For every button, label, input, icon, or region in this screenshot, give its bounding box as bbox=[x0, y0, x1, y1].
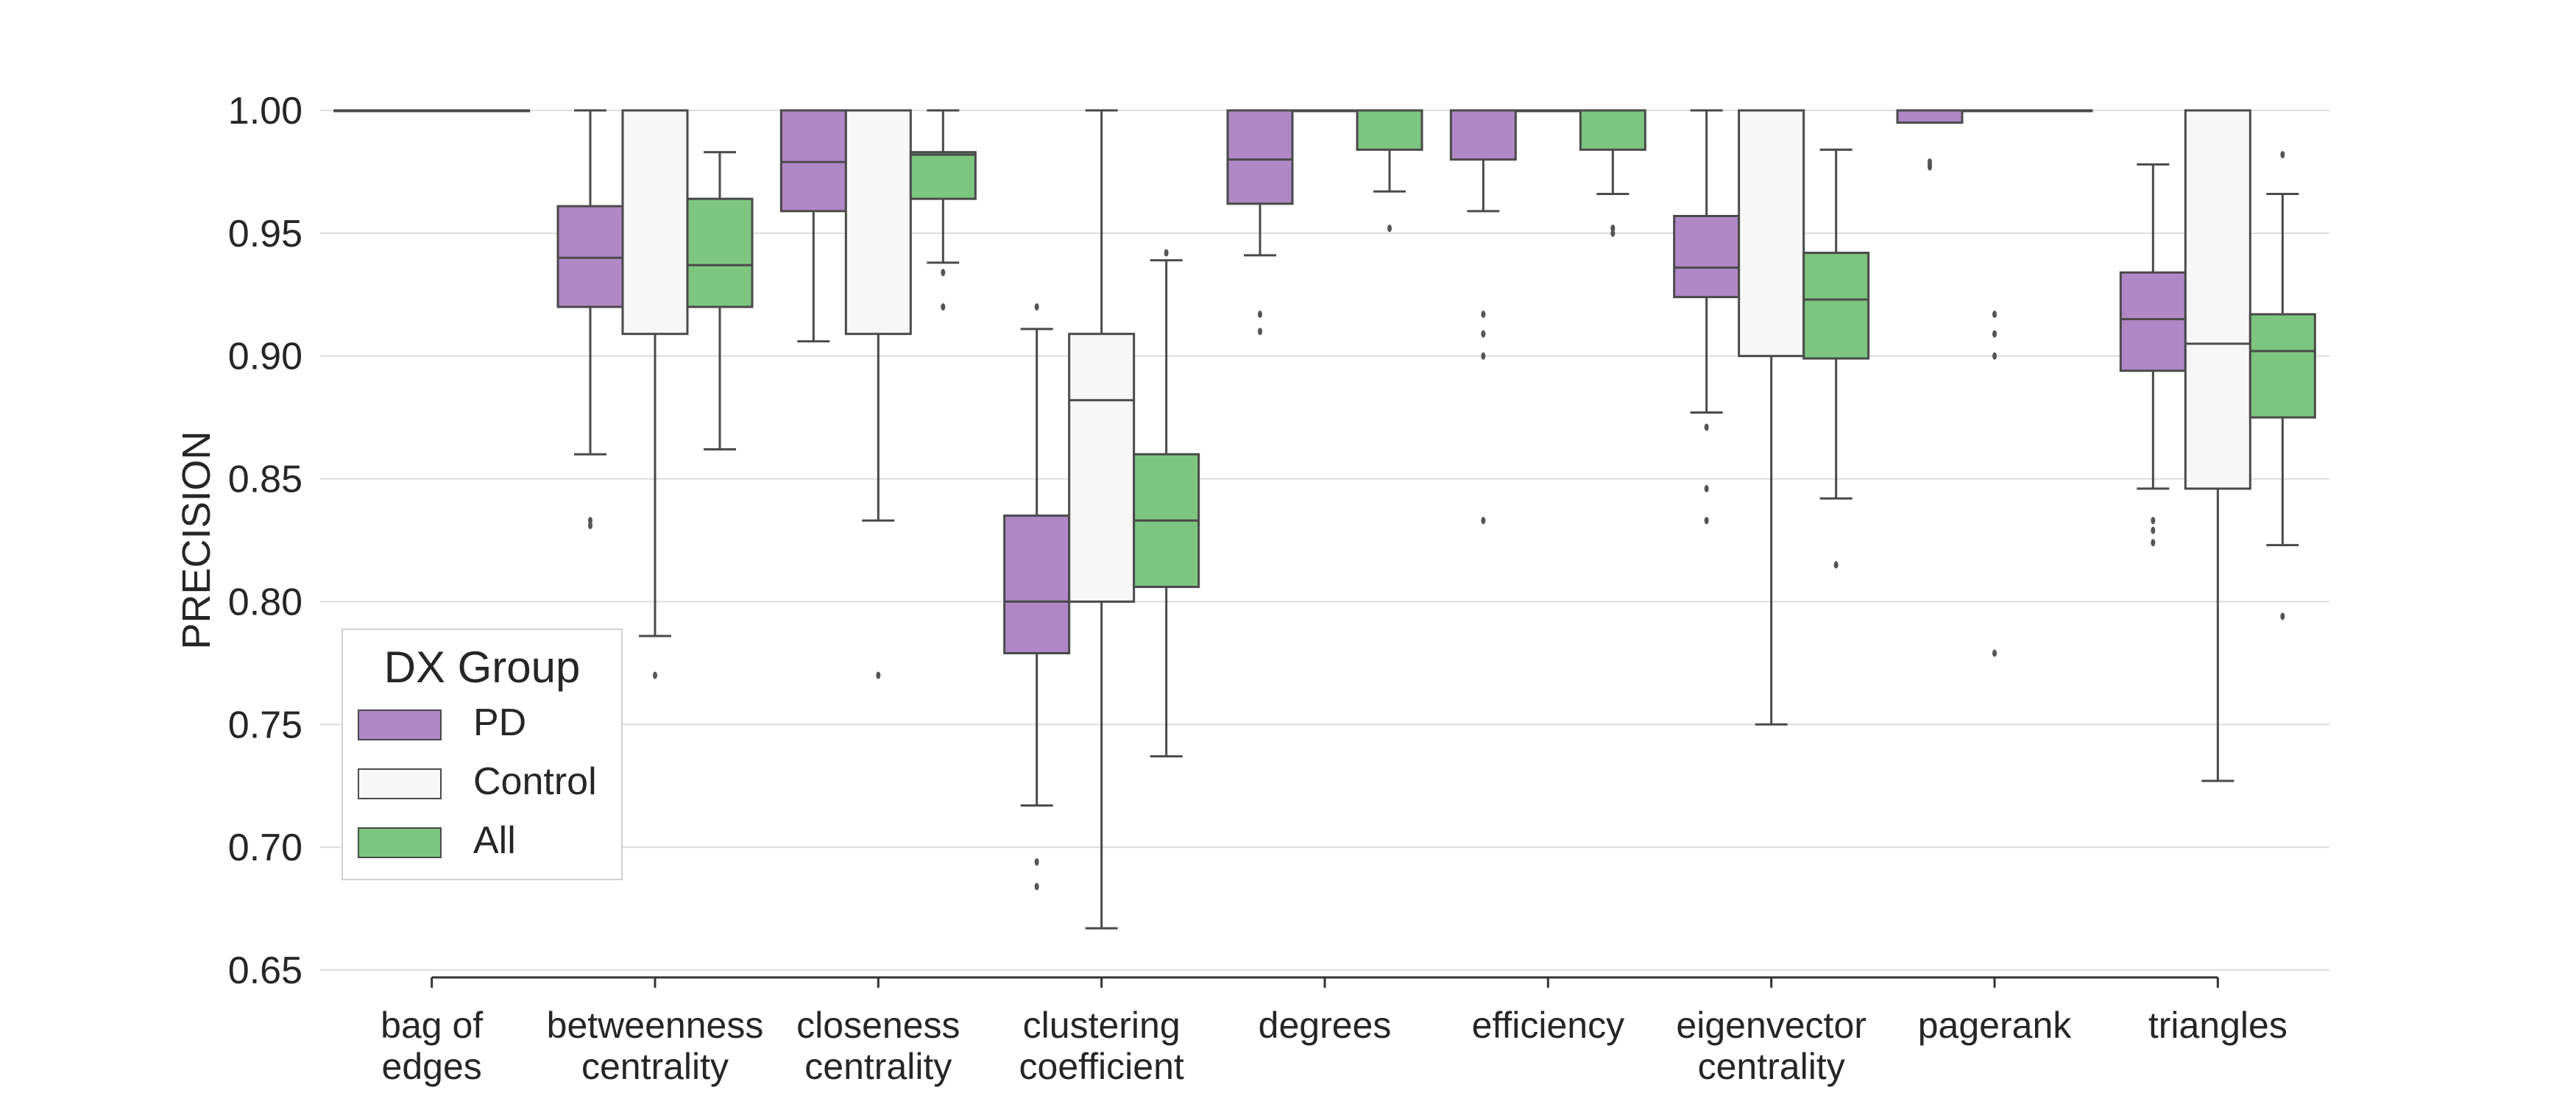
outlier-point bbox=[2151, 526, 2156, 534]
outlier-point bbox=[1481, 517, 1486, 525]
box-all bbox=[909, 151, 977, 200]
outlier-point bbox=[941, 269, 946, 277]
outlier-point bbox=[1992, 310, 1997, 318]
box-all bbox=[1579, 109, 1646, 151]
y-axis-label: PRECISION bbox=[174, 431, 219, 649]
outlier-point bbox=[1258, 310, 1262, 318]
outlier-point bbox=[876, 671, 881, 679]
outlier-point bbox=[941, 302, 946, 311]
x-tick-label: eigenvector bbox=[1676, 1005, 1866, 1046]
box-control bbox=[844, 109, 912, 336]
outlier-point bbox=[1387, 224, 1392, 233]
outlier-point bbox=[1704, 517, 1709, 525]
outlier-point bbox=[2151, 517, 2156, 525]
legend-label-all: All bbox=[473, 819, 516, 862]
x-tick-label: degrees bbox=[1259, 1005, 1392, 1046]
box-pd bbox=[1449, 109, 1517, 161]
outlier-point bbox=[1833, 561, 1839, 569]
x-tick-label: efficiency bbox=[1472, 1005, 1625, 1046]
box-all bbox=[2248, 313, 2316, 419]
outlier-point bbox=[1704, 423, 1709, 431]
outlier-point bbox=[653, 671, 657, 679]
box-control bbox=[2184, 109, 2251, 490]
outlier-point bbox=[1481, 310, 1486, 318]
y-tick-label: 0.95 bbox=[228, 213, 302, 255]
box-control bbox=[621, 109, 689, 336]
box-pd bbox=[1673, 214, 1741, 299]
legend-title: DX Group bbox=[384, 643, 581, 692]
outlier-point bbox=[1610, 229, 1616, 237]
legend-swatch-control bbox=[358, 768, 442, 799]
outlier-point bbox=[1992, 649, 1997, 657]
y-tick-label: 1.00 bbox=[228, 90, 302, 132]
x-tick-label: clustering bbox=[1023, 1005, 1181, 1046]
box-control bbox=[1068, 333, 1136, 603]
y-tick-label: 0.90 bbox=[228, 336, 302, 378]
boxes bbox=[333, 109, 2316, 930]
outlier-point bbox=[1034, 858, 1039, 866]
box-control bbox=[1738, 109, 1805, 358]
x-tick-label: edges bbox=[382, 1046, 482, 1087]
box-pd bbox=[556, 205, 624, 308]
outlier-point bbox=[1481, 330, 1486, 338]
tick-labels: 0.65 0.70 0.75 0.80 0.85 0.90 0.95 1.00 bag ofed… bbox=[228, 90, 2287, 1087]
x-tick-label: pagerank bbox=[1918, 1005, 2072, 1046]
y-tick-label: 0.70 bbox=[228, 827, 302, 869]
box-pd bbox=[1896, 109, 1964, 124]
box-pd bbox=[1226, 109, 1294, 205]
outlier-point bbox=[588, 517, 592, 525]
outlier-point bbox=[2151, 539, 2156, 547]
box-all bbox=[1356, 109, 1423, 151]
outlier-point bbox=[1258, 328, 1262, 336]
outlier-point bbox=[1704, 484, 1709, 492]
outlier-point bbox=[1992, 352, 1997, 360]
axes bbox=[431, 976, 2219, 988]
outlier-point bbox=[2280, 151, 2285, 159]
box-pd bbox=[2119, 271, 2187, 372]
outlier-point bbox=[1034, 302, 1039, 311]
outlier-point bbox=[1992, 330, 1997, 338]
outlier-point bbox=[2280, 612, 2285, 620]
x-tick-label: centrality bbox=[804, 1046, 952, 1087]
y-tick-label: 0.80 bbox=[228, 581, 302, 623]
outlier-point bbox=[1164, 249, 1169, 257]
x-tick-label: centrality bbox=[1698, 1046, 1845, 1087]
y-tick-label: 0.65 bbox=[228, 949, 302, 992]
box-all bbox=[686, 197, 754, 308]
legend: DX Group PD Control All bbox=[342, 629, 623, 880]
x-tick-label: closeness bbox=[796, 1005, 960, 1046]
outlier-point bbox=[1928, 158, 1932, 166]
box-all bbox=[1802, 252, 1870, 360]
outlier-point bbox=[1481, 352, 1486, 360]
x-tick-label: bag of bbox=[381, 1005, 483, 1046]
x-tick-label: coefficient bbox=[1019, 1046, 1184, 1087]
x-tick-label: triangles bbox=[2148, 1005, 2287, 1046]
legend-label-pd: PD bbox=[473, 701, 526, 744]
legend-label-control: Control bbox=[473, 760, 597, 803]
box-pd bbox=[779, 109, 847, 213]
outlier-point bbox=[1034, 882, 1039, 891]
box-pd bbox=[1003, 514, 1071, 655]
y-tick-label: 0.85 bbox=[228, 459, 302, 501]
x-tick-label: centrality bbox=[581, 1046, 729, 1087]
x-tick-label: betweenness bbox=[547, 1005, 764, 1046]
y-tick-label: 0.75 bbox=[228, 704, 302, 746]
legend-swatch-all bbox=[358, 827, 442, 858]
legend-swatch-pd bbox=[358, 710, 442, 740]
